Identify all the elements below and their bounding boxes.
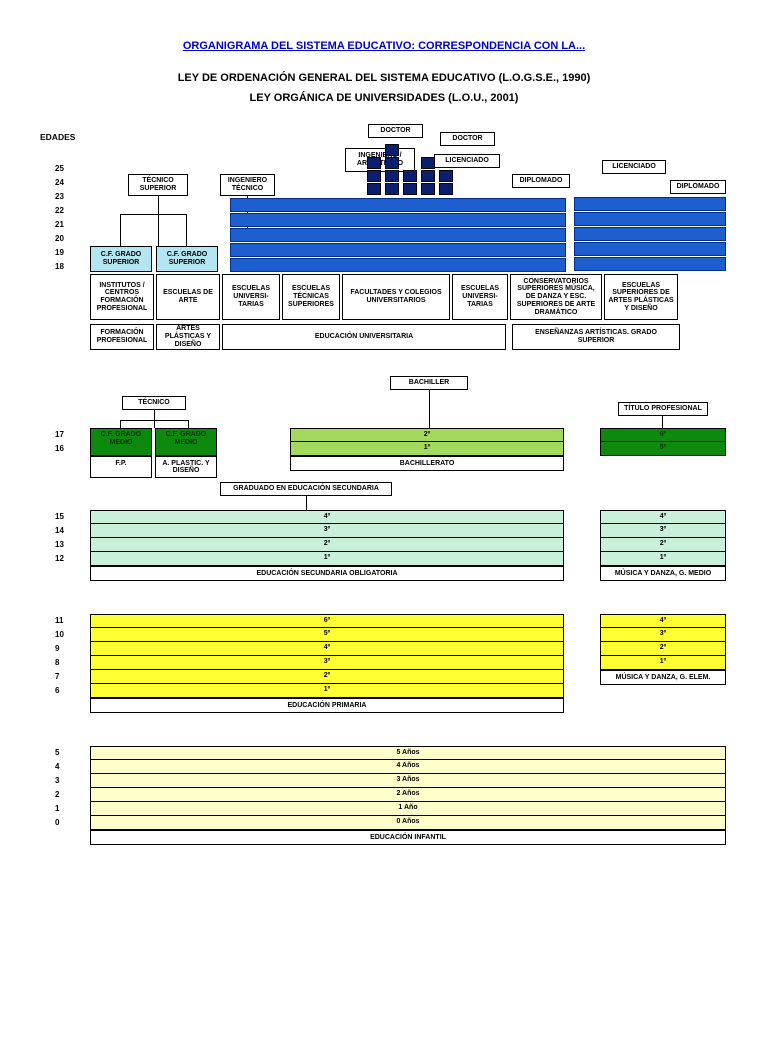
box-diplomado-2: DIPLOMADO xyxy=(670,180,726,194)
box-tecnico-superior: TÉCNICO SUPERIOR xyxy=(128,174,188,196)
inf-label: EDUCACIÓN INFANTIL xyxy=(90,830,726,845)
eso-4: 4º xyxy=(90,510,564,524)
eso-1: 1º xyxy=(90,552,564,566)
prof-5: 5º xyxy=(600,442,726,456)
header-link[interactable]: ORGANIGRAMA DEL SISTEMA EDUCATIVO: CORRE… xyxy=(40,40,728,52)
mdm-4: 4º xyxy=(600,510,726,524)
inst-institutos: INSTITUTOS / CENTROS FORMACIÓN PROFESION… xyxy=(90,274,154,320)
eso-label: EDUCACIÓN SECUNDARIA OBLIGATORIA xyxy=(90,566,564,581)
box-titulo-prof: TÍTULO PROFESIONAL xyxy=(618,402,708,416)
uni-blocks-right xyxy=(574,196,726,272)
mdm-2: 2º xyxy=(600,538,726,552)
label-edu-univ: EDUCACIÓN UNIVERSITARIA xyxy=(222,324,506,350)
box-bachiller: BACHILLER xyxy=(390,376,468,390)
inf-5: 5 Años xyxy=(90,746,726,760)
ages-heading: EDADES xyxy=(40,132,75,142)
box-grad-eso: GRADUADO EN EDUCACIÓN SECUNDARIA xyxy=(220,482,392,496)
inst-conserv: CONSERVATORIOS SUPERIORES MÚSICA, DE DAN… xyxy=(510,274,602,320)
ages-11-6: 11109876 xyxy=(55,614,64,698)
inst-esc-univ: ESCUELAS UNIVERSI-TARIAS xyxy=(222,274,280,320)
cfgs-b: C.F. GRADO SUPERIOR xyxy=(156,246,218,272)
cfgm-b: C.F. GRADO MEDIO xyxy=(155,428,217,456)
title-2: LEY ORGÁNICA DE UNIVERSIDADES (L.O.U., 2… xyxy=(40,92,728,104)
label-artes-plast: ARTES PLÁSTICAS Y DISEÑO xyxy=(156,324,220,350)
bachillerato-label: BACHILLERATO xyxy=(290,456,564,471)
prim-3: 3º xyxy=(90,656,564,670)
inf-0: 0 Años xyxy=(90,816,726,830)
prim-label: EDUCACIÓN PRIMARIA xyxy=(90,698,564,713)
mde-1: 1º xyxy=(600,656,726,670)
prof-6: 6º xyxy=(600,428,726,442)
inf-4: 4 Años xyxy=(90,760,726,774)
label-ens-art: ENSEÑANZAS ARTÍSTICAS. GRADO SUPERIOR xyxy=(512,324,680,350)
box-tecnico: TÉCNICO xyxy=(122,396,186,410)
bach-2: 2º xyxy=(290,428,564,442)
title-1: LEY DE ORDENACIÓN GENERAL DEL SISTEMA ED… xyxy=(40,72,728,84)
inst-esc-arte: ESCUELAS DE ARTE xyxy=(156,274,220,320)
mde-3: 3º xyxy=(600,628,726,642)
eso-2: 2º xyxy=(90,538,564,552)
prim-2: 2º xyxy=(90,670,564,684)
mde-4: 4º xyxy=(600,614,726,628)
fp-label: F.P. xyxy=(90,456,152,478)
mdm-1: 1º xyxy=(600,552,726,566)
inf-2: 2 Años xyxy=(90,788,726,802)
ages-15-12: 15141312 xyxy=(55,510,64,566)
ages-5-0: 543210 xyxy=(55,746,59,830)
inf-3: 3 Años xyxy=(90,774,726,788)
inf-1: 1 Año xyxy=(90,802,726,816)
ages-17-16: 1716 xyxy=(55,428,64,456)
uni-blocks xyxy=(230,180,566,272)
box-doctor-1: DOCTOR xyxy=(368,124,423,138)
prim-5: 5º xyxy=(90,628,564,642)
diagram: EDADES 2524232221201918 DOCTOR DOCTOR IN… xyxy=(40,124,728,1004)
inst-esc-tec: ESCUELAS TÉCNICAS SUPERIORES xyxy=(282,274,340,320)
ages-upper: 2524232221201918 xyxy=(55,162,64,274)
inst-esc-plast: ESCUELAS SUPERIORES DE ARTES PLÁSTICAS Y… xyxy=(604,274,678,320)
prim-4: 4º xyxy=(90,642,564,656)
prim-1: 1º xyxy=(90,684,564,698)
mde-2: 2º xyxy=(600,642,726,656)
box-licenciado-2: LICENCIADO xyxy=(602,160,666,174)
mdm-3: 3º xyxy=(600,524,726,538)
inst-fac: FACULTADES Y COLEGIOS UNIVERSITARIOS xyxy=(342,274,450,320)
eso-3: 3º xyxy=(90,524,564,538)
inst-esc-univ2: ESCUELAS UNIVERSI-TARIAS xyxy=(452,274,508,320)
mdm-label: MÚSICA Y DANZA, G. MEDIO xyxy=(600,566,726,581)
label-form-prof: FORMACIÓN PROFESIONAL xyxy=(90,324,154,350)
prim-6: 6º xyxy=(90,614,564,628)
cfgm-a: C.F. GRADO MEDIO xyxy=(90,428,152,456)
mde-label: MÚSICA Y DANZA, G. ELEM. xyxy=(600,670,726,685)
bach-1: 1º xyxy=(290,442,564,456)
aplastic-label: A. PLASTIC. Y DISEÑO xyxy=(155,456,217,478)
cfgs-a: C.F. GRADO SUPERIOR xyxy=(90,246,152,272)
